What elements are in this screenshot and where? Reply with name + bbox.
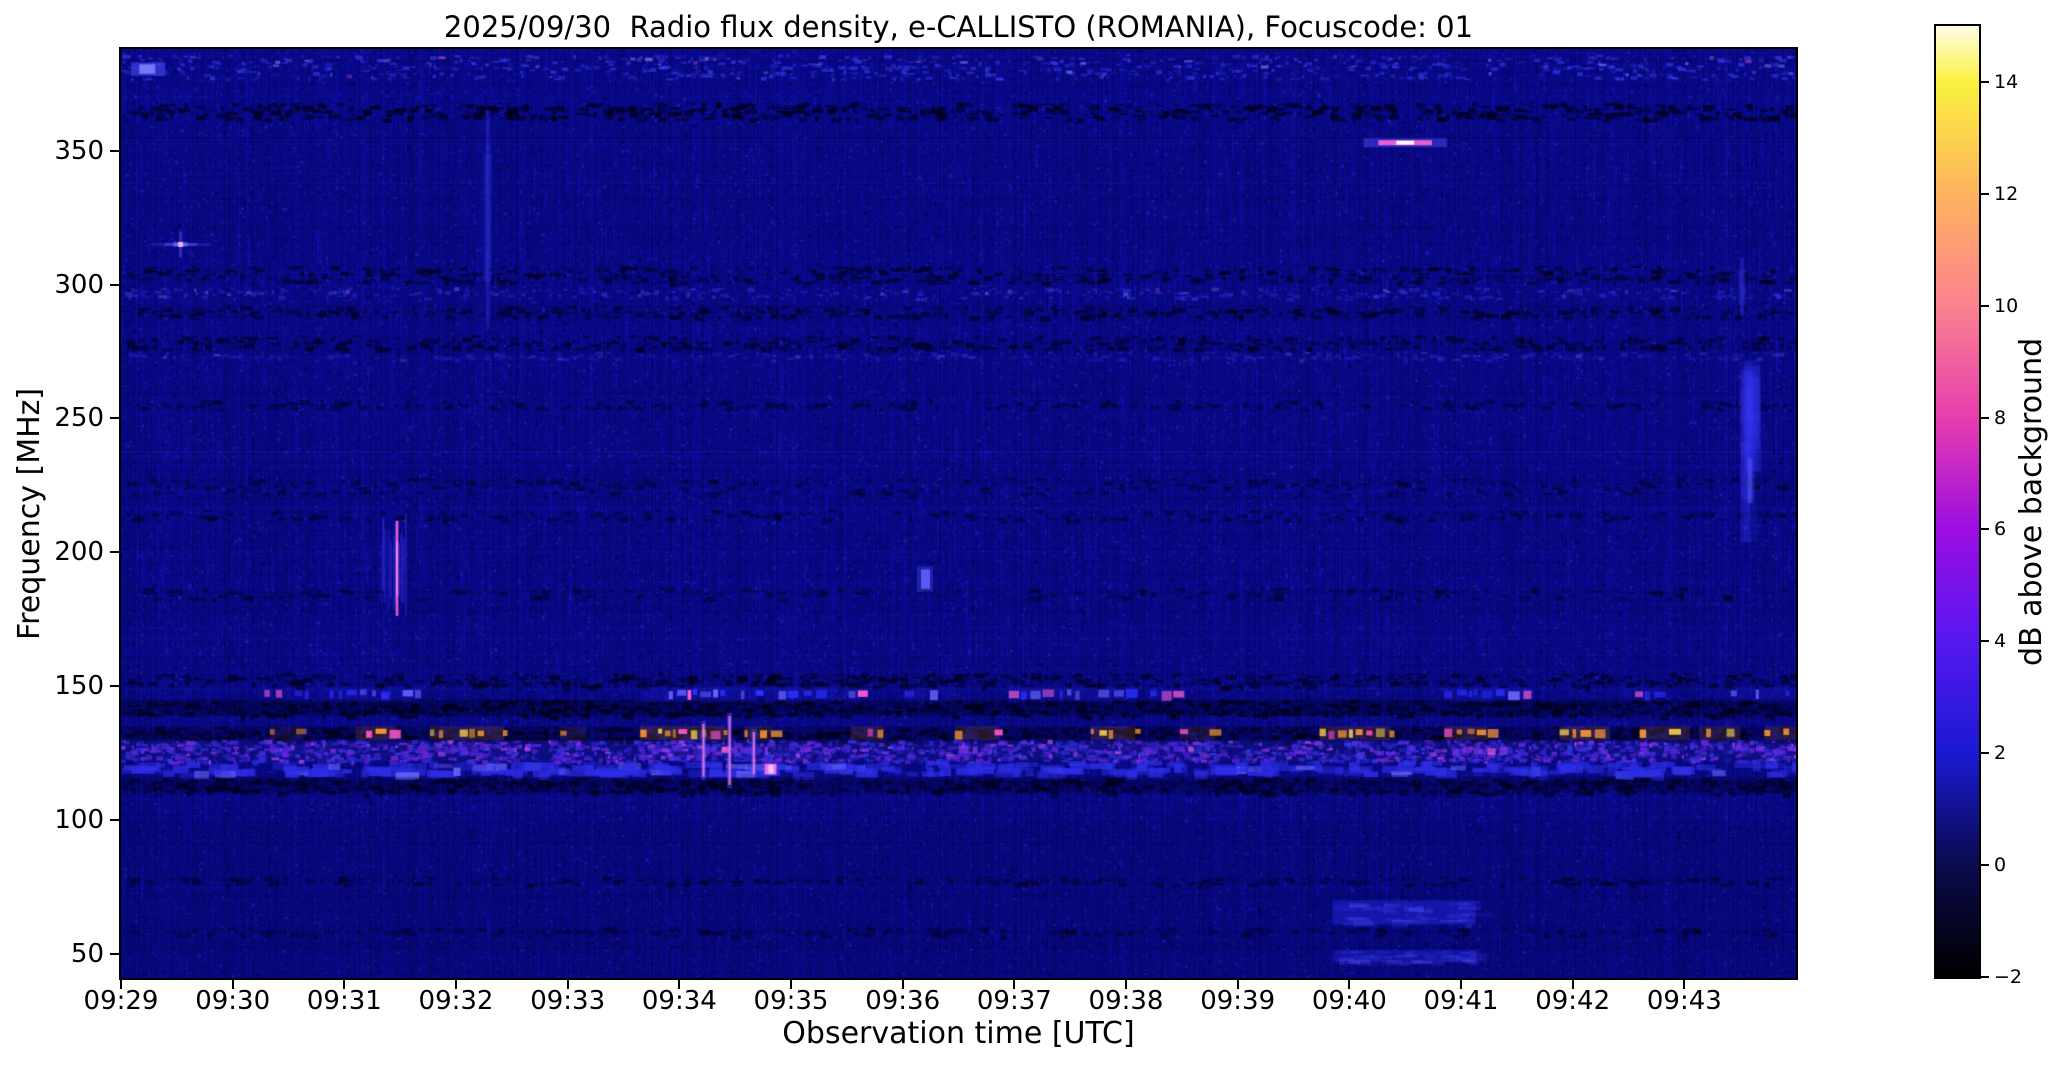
x-tick-mark bbox=[790, 980, 792, 989]
colorbar-label: dB above background bbox=[2014, 337, 2049, 666]
colorbar-tick-mark bbox=[1981, 528, 1989, 531]
y-tick-mark bbox=[110, 417, 119, 420]
y-tick-label: 350 bbox=[54, 135, 104, 166]
x-tick-mark bbox=[1348, 980, 1351, 989]
y-tick-mark bbox=[110, 819, 119, 822]
colorbar-tick-label: 4 bbox=[1994, 630, 2007, 653]
colorbar-tick-mark bbox=[1981, 192, 1989, 195]
colorbar-tick-mark bbox=[1981, 864, 1989, 867]
colorbar-tick-label: 8 bbox=[1994, 406, 2007, 429]
x-tick-label: 09:29 bbox=[83, 986, 159, 1016]
y-tick-mark bbox=[110, 149, 119, 152]
y-tick-label: 300 bbox=[54, 269, 104, 300]
x-tick-mark bbox=[455, 980, 457, 989]
x-tick-label: 09:31 bbox=[306, 986, 382, 1016]
x-tick-label: 09:30 bbox=[195, 986, 271, 1016]
y-tick-label: 250 bbox=[54, 403, 104, 434]
x-axis-label: Observation time [UTC] bbox=[782, 1016, 1135, 1051]
y-tick-label: 150 bbox=[54, 671, 104, 702]
colorbar-tick-label: 6 bbox=[1994, 518, 2007, 541]
y-tick-label: 100 bbox=[54, 805, 104, 836]
y-tick-label: 200 bbox=[54, 537, 104, 568]
x-tick-mark bbox=[901, 980, 904, 989]
x-tick-mark bbox=[1236, 980, 1239, 989]
x-tick-label: 09:43 bbox=[1646, 986, 1722, 1016]
x-tick-label: 09:39 bbox=[1200, 986, 1276, 1016]
x-tick-mark bbox=[678, 980, 681, 989]
x-tick-label: 09:34 bbox=[641, 986, 717, 1016]
colorbar-tick-mark bbox=[1981, 640, 1989, 643]
y-tick-mark bbox=[110, 551, 119, 554]
colorbar-tick-label: 14 bbox=[1994, 70, 2019, 93]
y-tick-mark bbox=[110, 952, 119, 955]
x-tick-label: 09:38 bbox=[1088, 986, 1164, 1016]
x-tick-mark bbox=[231, 980, 234, 989]
colorbar bbox=[1934, 24, 1981, 979]
x-tick-label: 09:41 bbox=[1423, 986, 1499, 1016]
y-tick-mark bbox=[110, 685, 119, 688]
x-tick-mark bbox=[1013, 980, 1016, 989]
colorbar-tick-label: 0 bbox=[1994, 854, 2007, 877]
x-tick-mark bbox=[1460, 980, 1462, 989]
colorbar-tick-label: 10 bbox=[1994, 294, 2019, 317]
x-tick-label: 09:35 bbox=[753, 986, 829, 1016]
y-tick-label: 50 bbox=[70, 938, 104, 969]
colorbar-tick-mark bbox=[1981, 304, 1989, 307]
colorbar-tick-label: −2 bbox=[1994, 966, 2023, 988]
x-tick-label: 09:36 bbox=[865, 986, 941, 1016]
x-tick-label: 09:32 bbox=[418, 986, 494, 1016]
x-tick-label: 09:33 bbox=[530, 986, 606, 1016]
colorbar-tick-mark bbox=[1981, 976, 1989, 978]
colorbar-tick-label: 12 bbox=[1994, 182, 2019, 205]
x-tick-label: 09:42 bbox=[1535, 986, 1611, 1016]
y-tick-mark bbox=[110, 283, 119, 286]
spectrogram-canvas bbox=[119, 47, 1798, 980]
y-axis-label: Frequency [MHz] bbox=[12, 387, 47, 640]
x-tick-mark bbox=[1125, 980, 1127, 989]
x-tick-mark bbox=[120, 980, 122, 989]
x-tick-mark bbox=[1571, 980, 1574, 989]
x-tick-label: 09:40 bbox=[1311, 986, 1387, 1016]
colorbar-tick-mark bbox=[1981, 80, 1989, 83]
x-tick-mark bbox=[343, 980, 346, 989]
x-tick-mark bbox=[566, 980, 569, 989]
colorbar-tick-mark bbox=[1981, 416, 1989, 419]
colorbar-tick-label: 2 bbox=[1994, 742, 2007, 765]
chart-title: 2025/09/30 Radio flux density, e-CALLIST… bbox=[443, 10, 1474, 44]
x-tick-label: 09:37 bbox=[976, 986, 1052, 1016]
x-tick-mark bbox=[1683, 980, 1686, 989]
colorbar-tick-mark bbox=[1981, 752, 1989, 755]
